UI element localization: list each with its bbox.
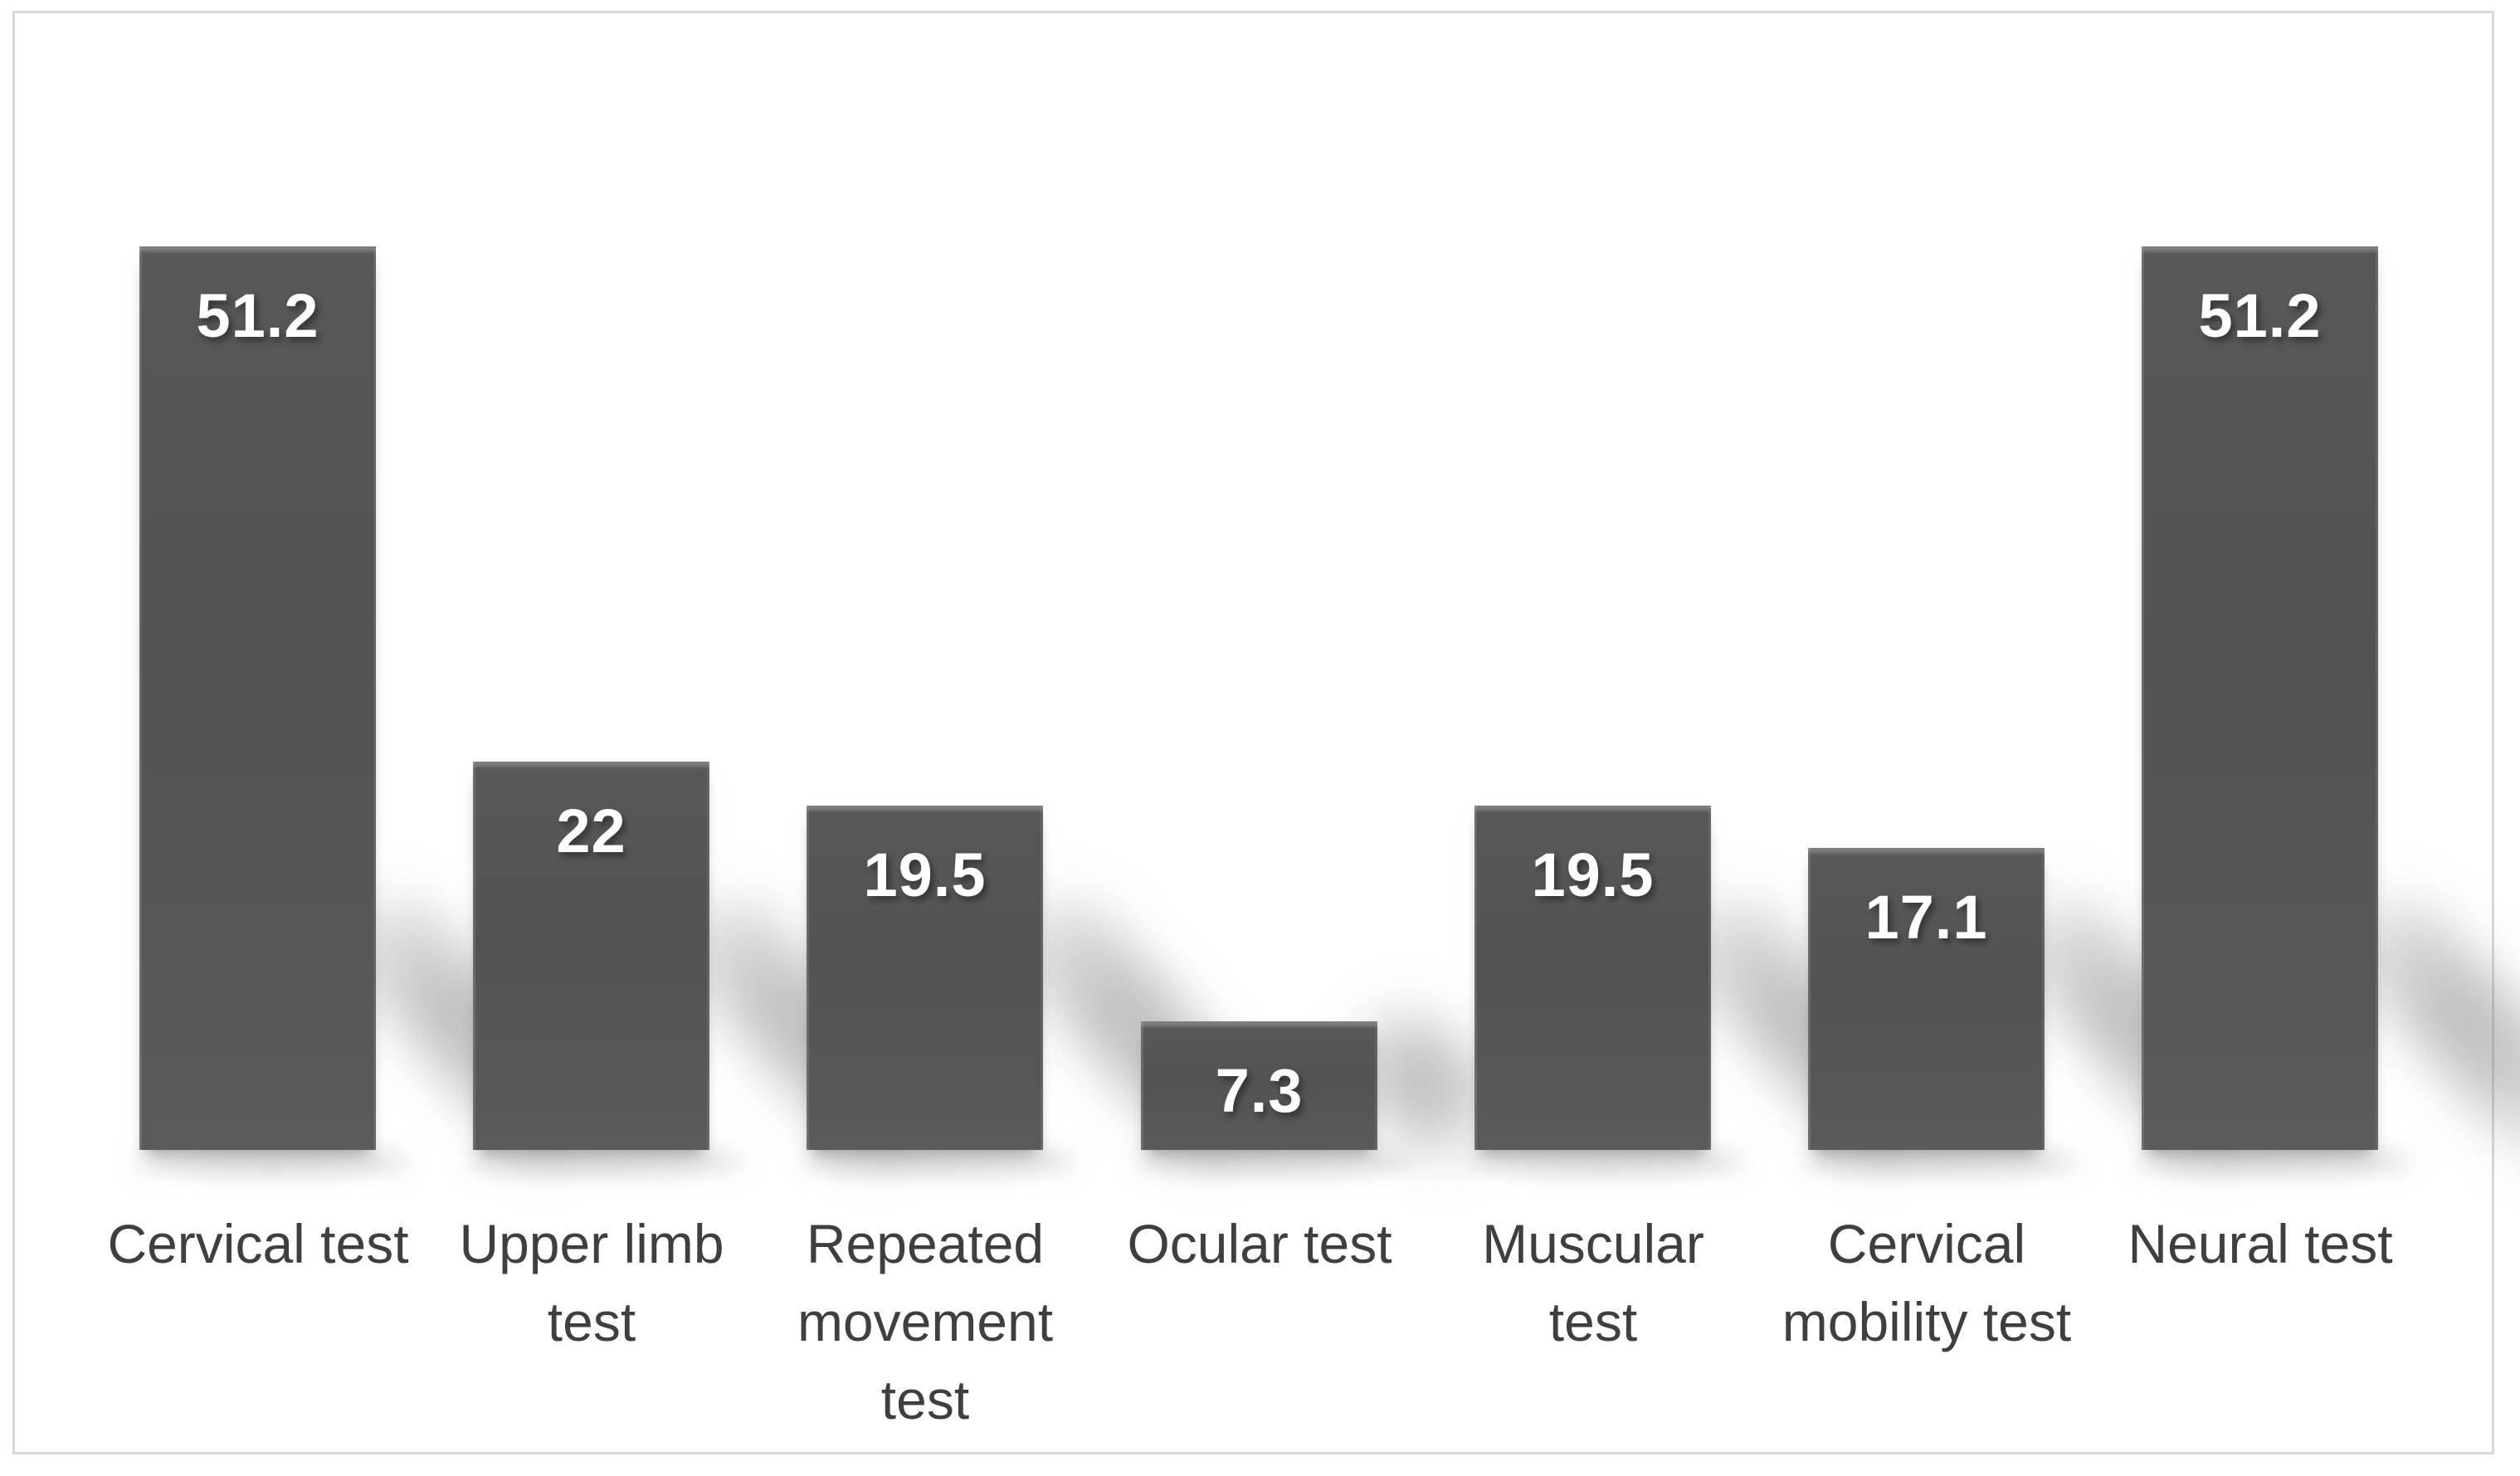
value-label-repeated-movement-test: 19.5 <box>863 840 987 909</box>
bar-base-shadow-upper-limb-test <box>466 1152 744 1172</box>
value-label-upper-limb-test: 22 <box>556 796 626 865</box>
x-axis-label-cervical-test: Cervical test <box>107 1213 409 1274</box>
bar-repeated-movement-test <box>807 806 1043 1150</box>
bar-base-shadow-cervical-test <box>133 1152 411 1172</box>
bar-base-shadow-neural-test <box>2135 1152 2413 1172</box>
bar-ocular-test <box>1141 1021 1377 1150</box>
x-axis-label-repeated-movement-test: Repeated movement test <box>797 1213 1054 1430</box>
chart-frame <box>12 11 2494 1454</box>
x-axis-label-ocular-test: Ocular test <box>1127 1213 1392 1274</box>
bar-base-shadow-ocular-test <box>1134 1152 1412 1172</box>
bar-base-shadow-muscular-test <box>1468 1152 1746 1172</box>
bar-neural-test <box>2142 246 2378 1150</box>
value-label-cervical-test: 51.2 <box>196 281 319 350</box>
bar-base-shadow-repeated-movement-test <box>800 1152 1078 1172</box>
value-label-ocular-test: 7.3 <box>1215 1056 1304 1125</box>
bar-cervical-test <box>139 246 376 1150</box>
bar-muscular-test <box>1474 806 1711 1150</box>
bar-base-shadow-cervical-mobility-test <box>1801 1152 2079 1172</box>
value-label-neural-test: 51.2 <box>2198 281 2322 350</box>
x-axis-label-neural-test: Neural test <box>2128 1213 2393 1274</box>
x-axis-label-upper-limb-test: Upper limb test <box>459 1213 724 1352</box>
value-label-cervical-mobility-test: 17.1 <box>1864 883 1988 952</box>
value-label-muscular-test: 19.5 <box>1531 840 1655 909</box>
x-axis-label-muscular-test: Muscular test <box>1482 1213 1704 1352</box>
bar-upper-limb-test <box>473 762 709 1150</box>
bar-cervical-mobility-test <box>1808 848 2045 1150</box>
x-axis-label-cervical-mobility-test: Cervical mobility test <box>1782 1213 2072 1352</box>
